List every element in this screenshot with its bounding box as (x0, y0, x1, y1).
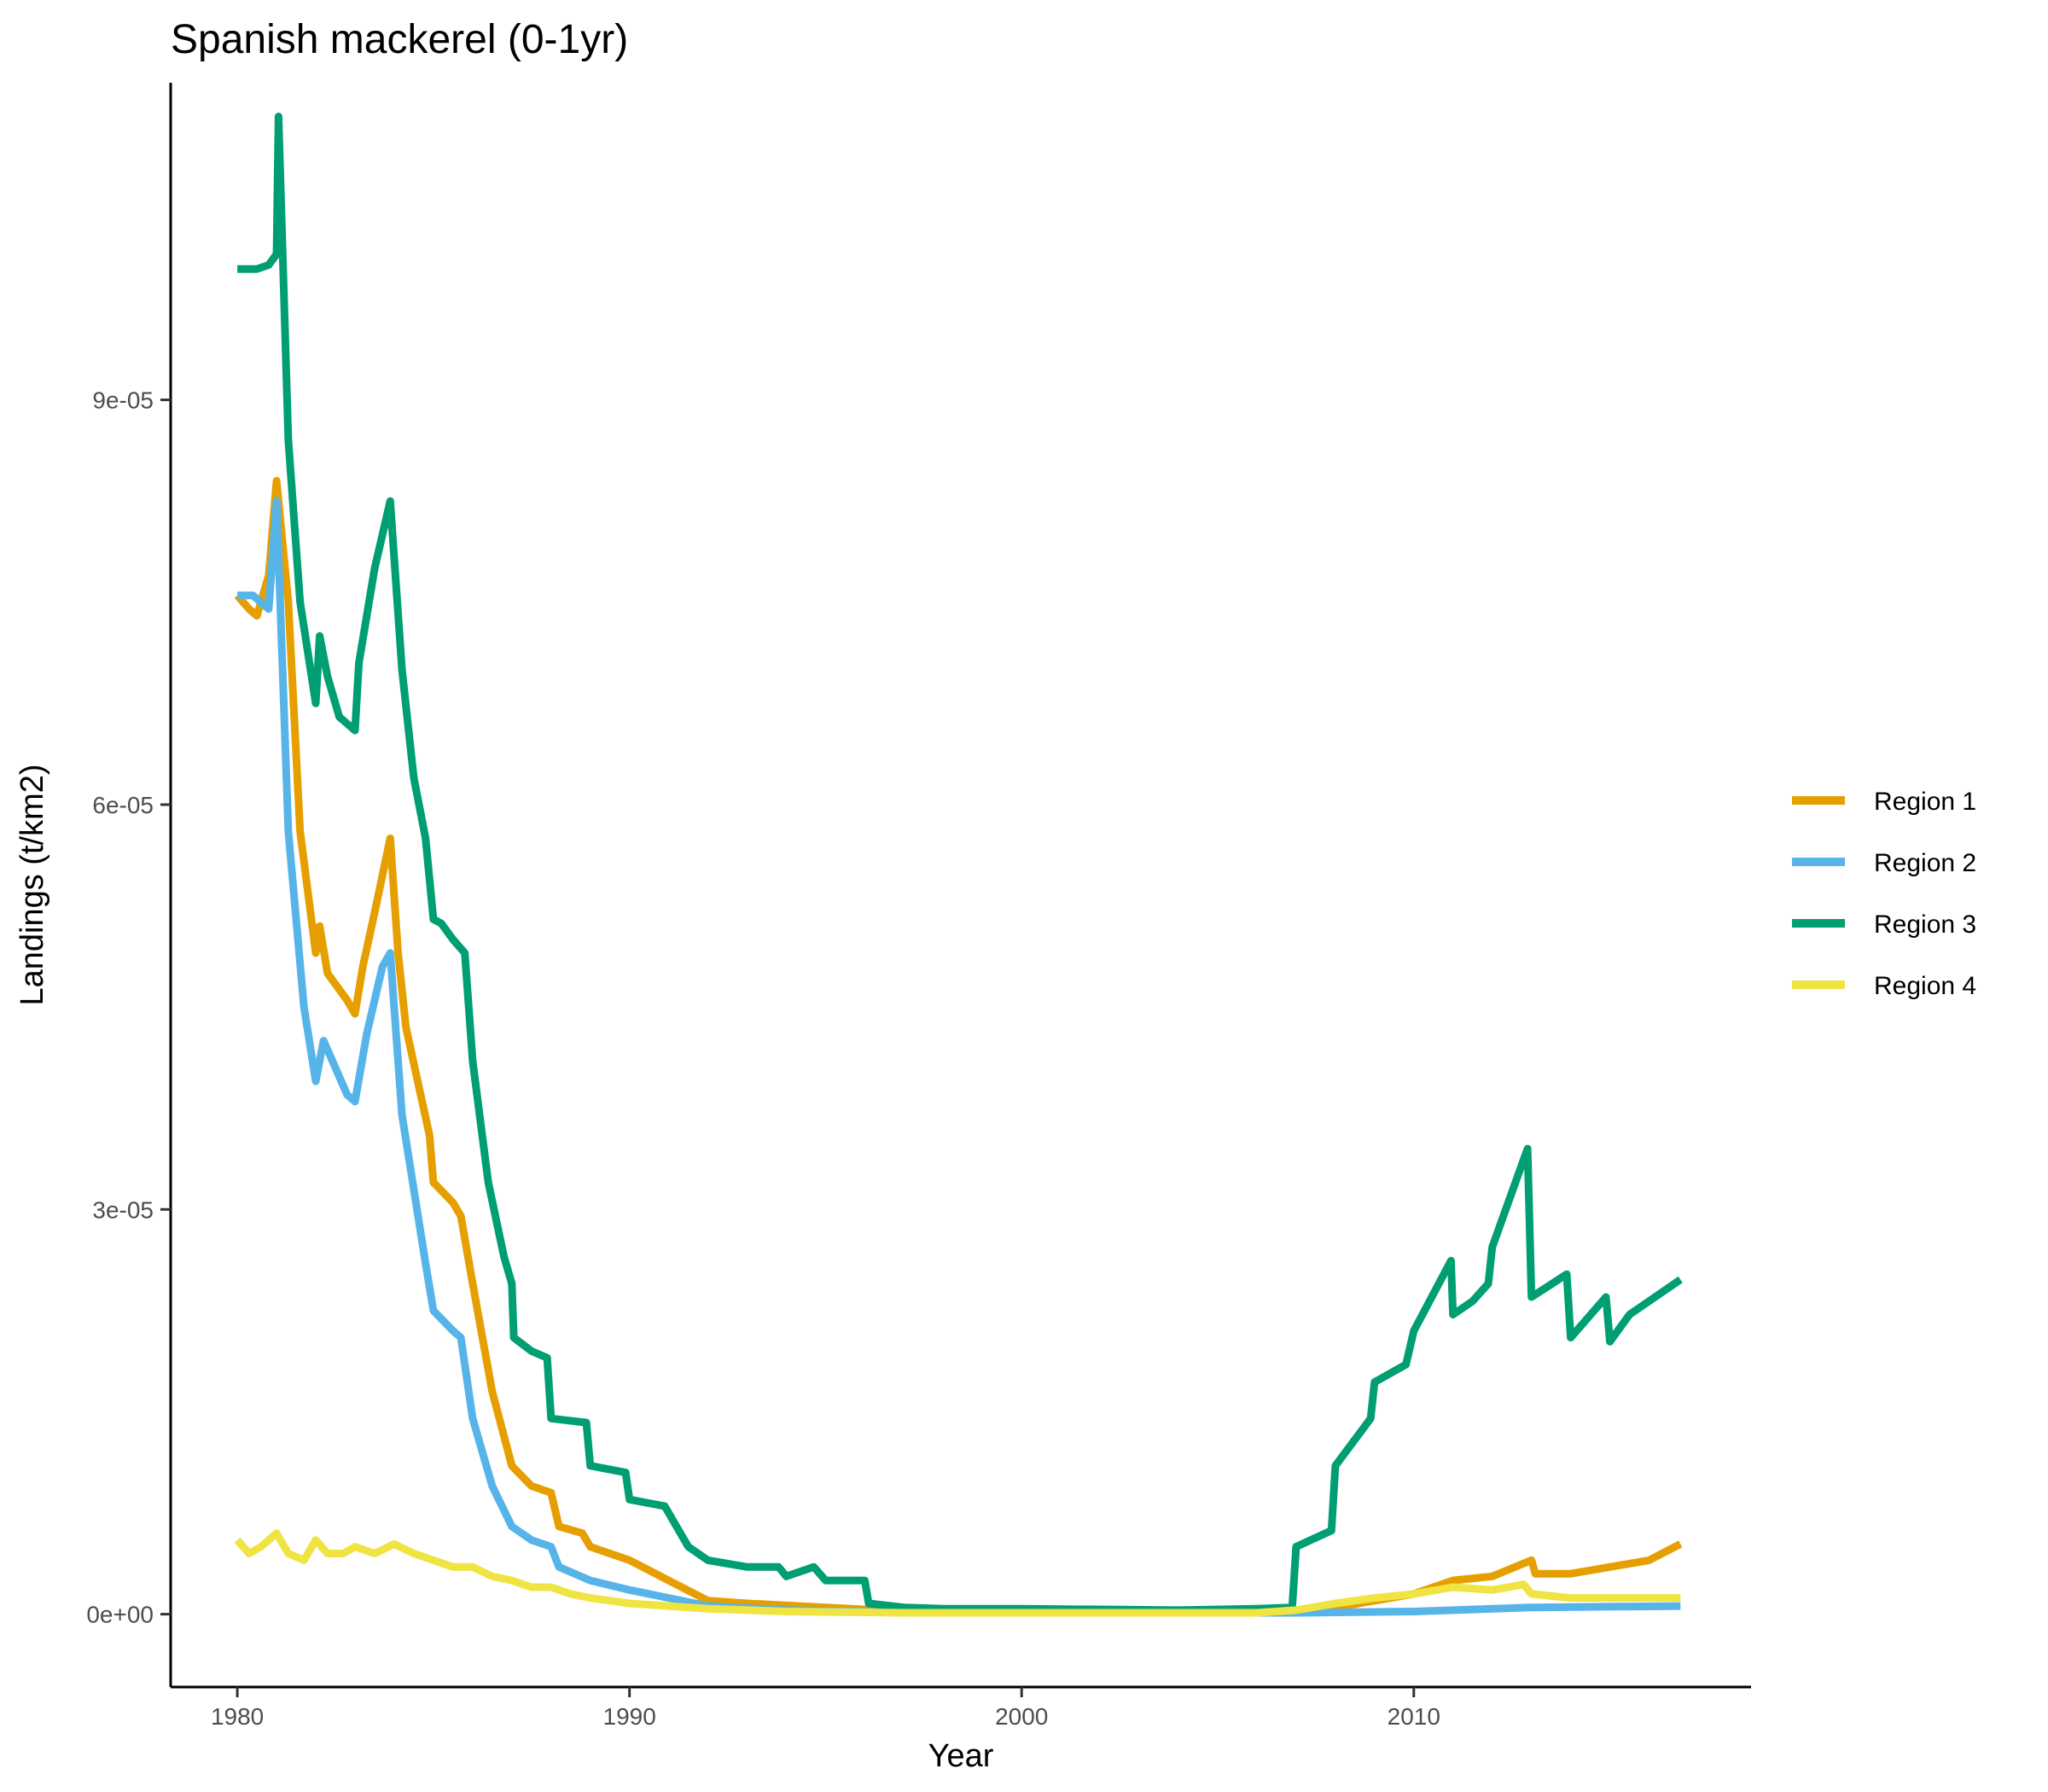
y-tick-label: 6e-05 (92, 792, 154, 818)
y-tick-label: 9e-05 (92, 387, 154, 414)
plot-area (234, 113, 1683, 1617)
x-tick-label: 1990 (603, 1703, 656, 1730)
series-line-region-1 (234, 476, 1683, 1617)
series-line-region-2 (237, 497, 1681, 1617)
x-tick-label: 1980 (211, 1703, 264, 1730)
legend: Region 1 Region 2 Region 3 Region 4 (1792, 788, 1976, 1000)
y-axis-ticks: 0e+00 3e-05 6e-05 9e-05 (86, 387, 171, 1628)
x-tick-label: 2000 (995, 1703, 1048, 1730)
y-axis-title: Landings (t/km2) (15, 764, 50, 1005)
x-axis-ticks: 1980 1990 2000 2010 (211, 1687, 1440, 1730)
legend-label: Region 1 (1874, 788, 1976, 816)
y-tick-label: 3e-05 (92, 1196, 154, 1223)
legend-label: Region 3 (1874, 911, 1976, 939)
legend-label: Region 4 (1874, 972, 1976, 1000)
series-line-region-4 (234, 1529, 1681, 1617)
legend-label: Region 2 (1874, 849, 1976, 877)
series-line-region-3 (237, 113, 1683, 1615)
x-tick-label: 2010 (1388, 1703, 1440, 1730)
chart-title: Spanish mackerel (0-1yr) (171, 17, 628, 62)
x-axis-title: Year (928, 1738, 994, 1774)
y-tick-label: 0e+00 (86, 1602, 154, 1628)
